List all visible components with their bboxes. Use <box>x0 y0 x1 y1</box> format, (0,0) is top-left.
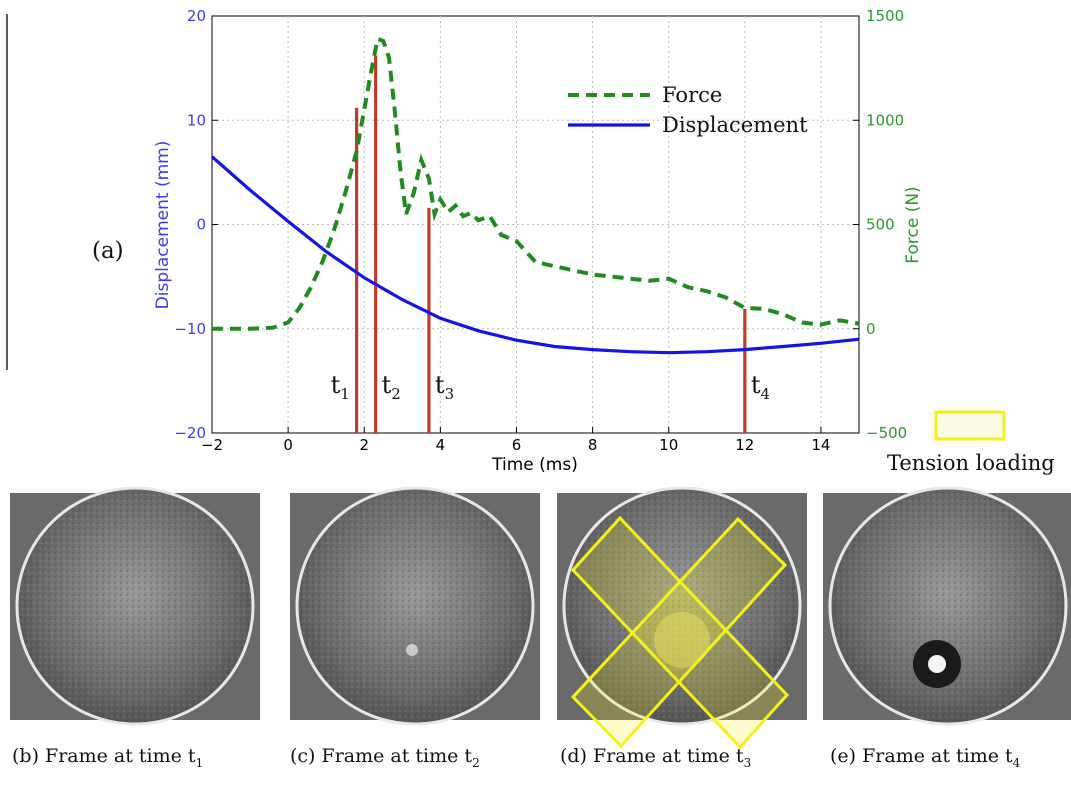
right-tick-label: −500 <box>866 424 907 442</box>
right-tick-label: 0 <box>866 320 876 338</box>
speckle-pattern <box>19 490 251 722</box>
left-axis-title: Displacement (mm) <box>153 141 173 310</box>
bottom-tick-label: 8 <box>588 436 598 454</box>
panel-caption: (d) Frame at time t3 <box>560 745 751 770</box>
right-tick-label: 1500 <box>866 7 904 25</box>
right-tick-label: 1000 <box>866 111 904 129</box>
time-marker-label: t1 <box>331 371 350 403</box>
left-tick-label: 0 <box>196 216 206 234</box>
time-marker-label: t3 <box>435 371 454 403</box>
time-markers <box>355 55 747 433</box>
bottom-tick-label: 14 <box>811 436 830 454</box>
fracture-hole-highlight <box>928 655 946 673</box>
speckle-pattern <box>832 490 1064 722</box>
panel-caption: (e) Frame at time t4 <box>830 745 1021 770</box>
bottom-tick-label: 6 <box>512 436 522 454</box>
left-axis-ticks: −20 −10 0 10 20 <box>174 7 218 442</box>
left-tick-label: 10 <box>187 111 206 129</box>
left-tick-label: −20 <box>174 424 206 442</box>
bottom-tick-label: 10 <box>659 436 678 454</box>
bottom-axis-ticks: −2 0 2 4 6 8 10 12 14 <box>201 427 830 454</box>
bottom-axis-title: Time (ms) <box>491 455 578 475</box>
right-tick-label: 500 <box>866 216 895 234</box>
time-marker-labels: t1 t2 t3 t4 <box>331 371 770 403</box>
plot-frame <box>211 15 860 434</box>
displacement-series-line <box>210 155 860 355</box>
time-marker-label: t2 <box>382 371 401 403</box>
bottom-tick-label: 4 <box>436 436 446 454</box>
tension-band-2 <box>570 516 788 749</box>
frame-image-4 <box>823 486 1071 726</box>
frame-images <box>10 486 1071 750</box>
speckle-pattern <box>299 490 531 722</box>
legend-force-label: Force <box>662 83 722 107</box>
tension-loading-label: Tension loading <box>887 451 1055 475</box>
left-tick-label: 20 <box>187 7 206 25</box>
frame-image-2 <box>290 486 540 726</box>
panel-label: (a) <box>92 238 124 264</box>
bottom-tick-label: 2 <box>359 436 369 454</box>
bottom-tick-label: −2 <box>201 436 223 454</box>
crack-initiation-spot <box>406 644 418 656</box>
panel-caption: (c) Frame at time t2 <box>290 745 480 770</box>
panel-caption: (b) Frame at time t1 <box>12 745 203 770</box>
panel-captions: (b) Frame at time t1 (c) Frame at time t2… <box>12 745 1021 770</box>
frame-image-3 <box>557 486 807 750</box>
force-series-line <box>212 36 860 331</box>
tension-loading-swatch <box>934 410 1006 441</box>
bottom-tick-label: 12 <box>735 436 754 454</box>
time-marker-label: t4 <box>751 371 770 403</box>
legend-displacement-label: Displacement <box>662 113 808 137</box>
bottom-tick-label: 0 <box>283 436 293 454</box>
frame-image-1 <box>10 486 260 726</box>
tension-band-1 <box>570 515 790 750</box>
legend: Force Displacement <box>568 83 808 137</box>
left-tick-label: −10 <box>174 320 206 338</box>
damage-zone <box>654 612 710 668</box>
right-axis-title: Force (N) <box>903 186 923 263</box>
speckle-pattern <box>566 490 798 722</box>
right-axis-ticks: −500 0 500 1000 1500 <box>853 7 907 442</box>
